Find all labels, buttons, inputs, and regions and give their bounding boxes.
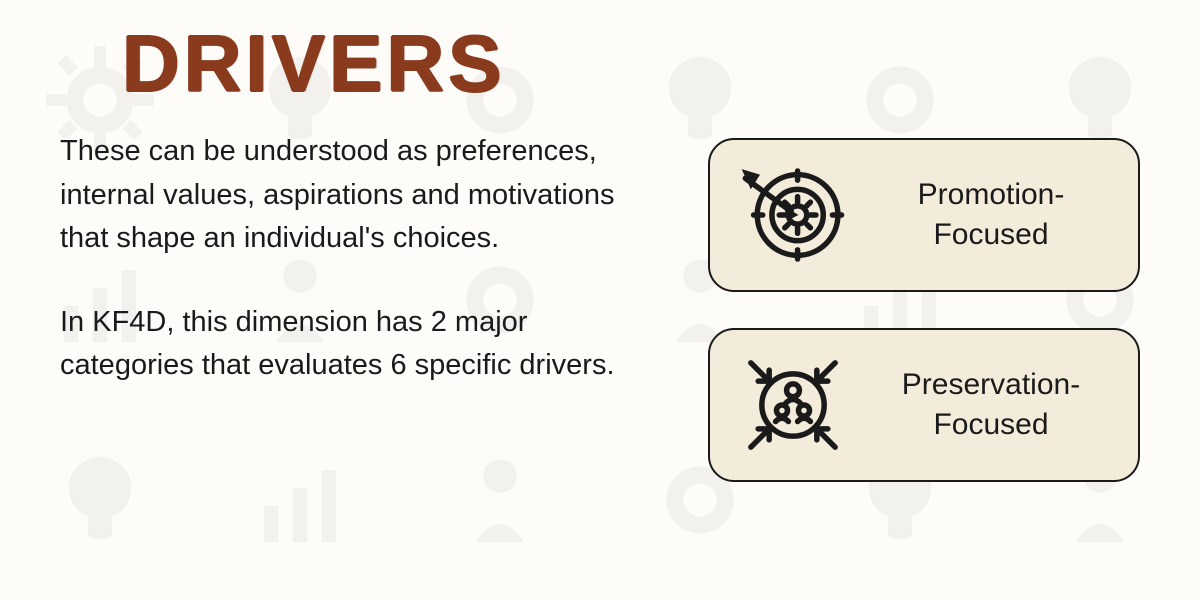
- description-paragraph-1: These can be understood as preferences, …: [60, 130, 668, 261]
- card-label: Preservation-Focused: [872, 365, 1110, 446]
- slide: DRIVERS These can be understood as prefe…: [0, 0, 1200, 600]
- left-column: DRIVERS These can be understood as prefe…: [60, 20, 668, 560]
- target-arrow-icon: [738, 160, 848, 270]
- cards-column: Promotion-Focused: [708, 20, 1140, 560]
- page-title: DRIVERS: [122, 24, 668, 104]
- card-preservation-focused: Preservation-Focused: [708, 328, 1140, 482]
- description-paragraph-2: In KF4D, this dimension has 2 major cate…: [60, 301, 668, 388]
- card-promotion-focused: Promotion-Focused: [708, 138, 1140, 292]
- people-arrows-icon: [738, 350, 848, 460]
- card-label: Promotion-Focused: [872, 175, 1110, 256]
